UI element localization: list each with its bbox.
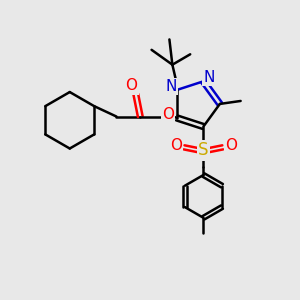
Text: O: O [225,138,237,153]
Text: O: O [162,107,174,122]
Text: O: O [170,138,182,153]
Text: S: S [198,141,209,159]
Text: O: O [125,78,137,93]
Text: N: N [203,70,214,85]
Text: N: N [166,79,177,94]
